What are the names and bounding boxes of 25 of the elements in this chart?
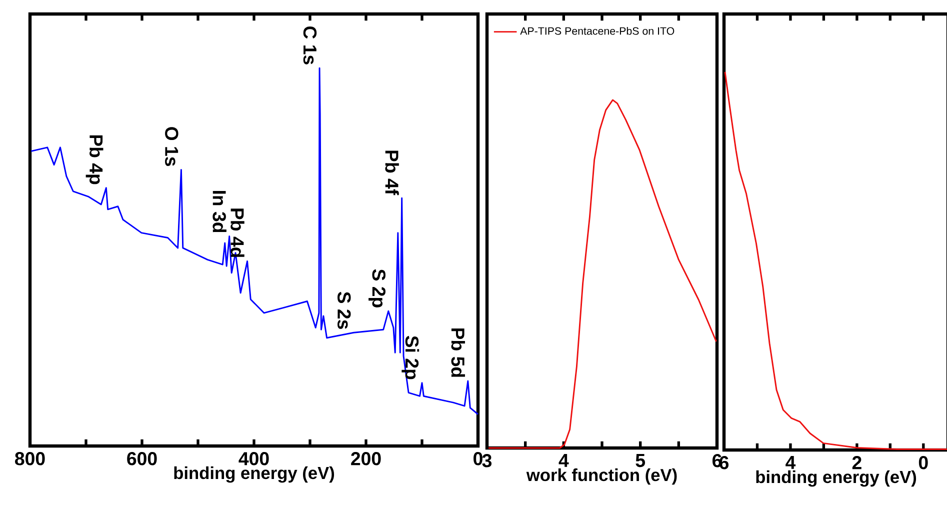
annotation: Pb 4p [86, 135, 104, 184]
x-tick-label: 4 [786, 456, 796, 469]
x-tick-label: 200 [351, 452, 381, 466]
x-tick-label: 4 [558, 454, 569, 467]
x-tick-label: 0 [474, 452, 482, 466]
x-axis-title: binding energy (eV) [174, 466, 334, 483]
x-axis-title: work function (eV) [526, 468, 677, 485]
annotation: S 2p [368, 269, 386, 308]
annotation: Pb 5d [451, 328, 465, 377]
legend-label: AP-TIPS Pentacene-PbS on ITO [520, 26, 674, 35]
x-tick-label: 0 [918, 456, 928, 470]
annotation: Si 2p [402, 336, 420, 380]
annotation: S 2s [338, 292, 351, 329]
x-axis-title: binding energy (eV) [756, 470, 916, 487]
x-tick-label: 5 [636, 454, 646, 468]
x-tick-label: 800 [15, 452, 45, 466]
annotation: In 3d [212, 191, 226, 232]
annotation: Pb 4f [385, 150, 399, 196]
annotation: Pb 4d [230, 208, 244, 258]
x-tick-label: 600 [127, 452, 157, 466]
x-tick-label: 3 [482, 454, 492, 468]
annotation: O 1s [165, 127, 178, 166]
x-tick-label: 2 [852, 456, 862, 470]
x-tick-label: 400 [238, 452, 269, 466]
annotation: C 1s [303, 26, 317, 64]
